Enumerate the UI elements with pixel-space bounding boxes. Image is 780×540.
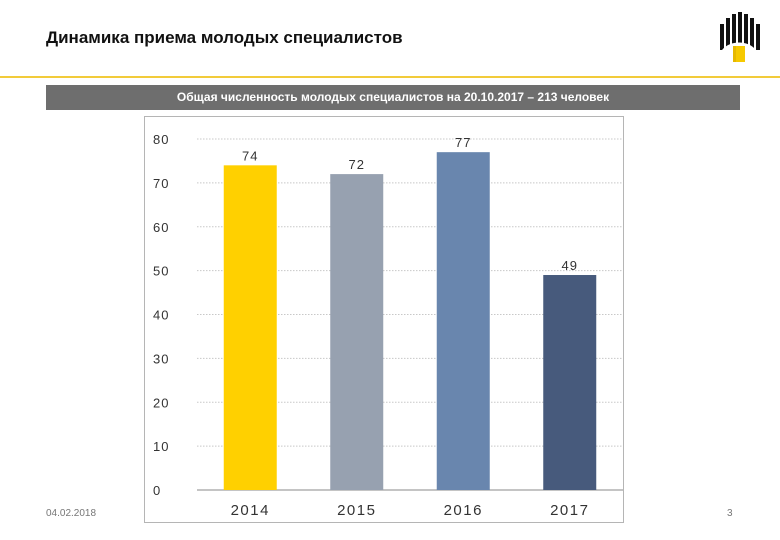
page-number: 3 [727,508,733,519]
data-label-2017: 49 [562,258,578,273]
y-tick-label: 30 [153,351,169,366]
summary-banner: Общая численность молодых специалистов н… [46,85,740,110]
bar-2014 [223,165,277,490]
bar-2017 [543,275,597,490]
bar-2015 [330,174,384,490]
y-tick-label: 40 [153,308,169,323]
x-tick-label-2014: 2014 [231,502,270,519]
footer-date: 04.02.2018 [46,508,97,519]
data-label-2014: 74 [242,148,258,163]
slide-title: Динамика приема молодых специалистов [46,28,403,47]
bar-2016 [436,152,490,490]
data-label-2016: 77 [455,135,471,150]
y-tick-label: 20 [153,395,169,410]
x-tick-label-2015: 2015 [337,502,376,519]
company-logo-icon [720,12,760,62]
y-tick-label: 70 [153,176,169,191]
x-tick-label-2016: 2016 [444,502,483,519]
data-label-2015: 72 [349,157,365,172]
bar-chart: 0 10 20 30 40 50 60 70 80 74 2014 72 2015 77 2016 49 201… [153,132,623,519]
y-tick-label: 10 [153,439,169,454]
y-tick-label: 60 [153,220,169,235]
header-divider [0,76,780,78]
y-tick-label: 50 [153,264,169,279]
x-tick-label-2017: 2017 [550,502,589,519]
y-tick-label: 0 [153,483,161,498]
y-tick-label: 80 [153,132,169,147]
chart-frame: 0 10 20 30 40 50 60 70 80 74 2014 72 2015 77 2016 49 201… [144,116,624,523]
